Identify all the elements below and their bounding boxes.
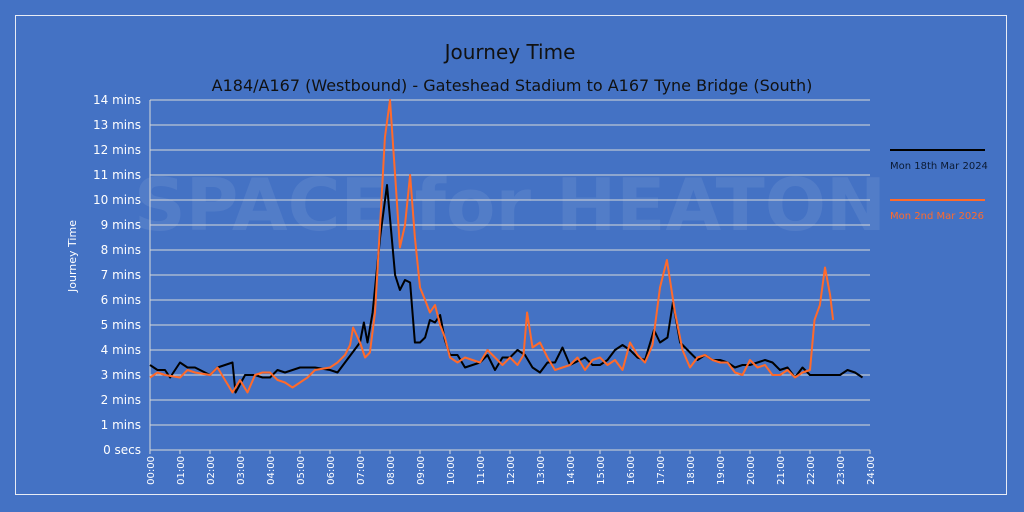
series-line	[149, 99, 835, 394]
x-tick-label: 07:00	[356, 456, 367, 485]
y-tick-label: 10 mins	[93, 193, 141, 207]
x-tick-label: 05:00	[296, 456, 307, 485]
watermark: SPACE for HEATON	[134, 163, 886, 247]
x-tick-label: 12:00	[506, 456, 517, 485]
x-tick-label: 06:00	[326, 456, 337, 485]
x-tick-label: 24:00	[866, 456, 877, 485]
y-tick-label: 14 mins	[93, 93, 141, 107]
y-tick-label: 12 mins	[93, 143, 141, 157]
x-tick-label: 21:00	[776, 456, 787, 485]
x-tick-label: 09:00	[416, 456, 427, 485]
x-tick-label: 04:00	[266, 456, 277, 485]
chart-title: Journey Time	[443, 40, 576, 64]
y-tick-label: 2 mins	[101, 393, 141, 407]
y-tick-label: 8 mins	[101, 243, 141, 257]
x-tick-label: 18:00	[686, 456, 697, 485]
legend-label: Mon 2nd Mar 2026	[890, 211, 984, 222]
x-tick-label: 01:00	[176, 456, 187, 485]
legend-label: Mon 18th Mar 2024	[890, 161, 988, 172]
y-tick-label: 9 mins	[101, 218, 141, 232]
x-tick-label: 02:00	[206, 456, 217, 485]
x-tick-label: 19:00	[716, 456, 727, 485]
y-tick-label: 5 mins	[101, 318, 141, 332]
x-tick-label: 03:00	[236, 456, 247, 485]
y-tick-label: 6 mins	[101, 293, 141, 307]
y-tick-label: 1 mins	[101, 418, 141, 432]
x-tick-label: 15:00	[596, 456, 607, 485]
y-tick-label: 4 mins	[101, 343, 141, 357]
chart-subtitle: A184/A167 (Westbound) - Gateshead Stadiu…	[212, 76, 813, 95]
y-tick-label: 11 mins	[93, 168, 141, 182]
x-tick-label: 23:00	[836, 456, 847, 485]
x-tick-label: 00:00	[146, 456, 157, 485]
x-tick-label: 14:00	[566, 456, 577, 485]
x-tick-label: 16:00	[626, 456, 637, 485]
y-tick-label: 3 mins	[101, 368, 141, 382]
series-line	[149, 184, 864, 394]
y-axis-label: Journey Time	[66, 220, 79, 293]
x-tick-label: 11:00	[476, 456, 487, 485]
y-tick-label: 13 mins	[93, 118, 141, 132]
x-tick-label: 10:00	[446, 456, 457, 485]
y-tick-label: 7 mins	[101, 268, 141, 282]
y-tick-label: 0 secs	[103, 443, 141, 457]
x-tick-label: 20:00	[746, 456, 757, 485]
x-tick-label: 08:00	[386, 456, 397, 485]
x-tick-label: 22:00	[806, 456, 817, 485]
x-tick-label: 13:00	[536, 456, 547, 485]
x-tick-label: 17:00	[656, 456, 667, 485]
chart-frame	[15, 15, 1007, 495]
